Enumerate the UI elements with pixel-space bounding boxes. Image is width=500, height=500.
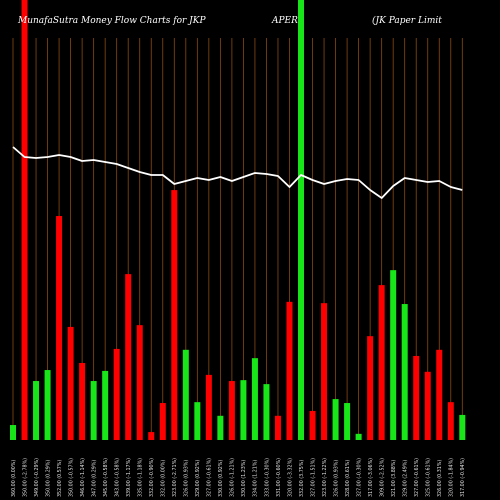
money-flow-bar-green [459,414,466,440]
x-tick-label: 326.00 (-1.21%) [230,458,236,497]
title-part-2: APER [271,16,298,26]
x-tick-label: 320.00 (-3.32%) [287,458,293,497]
x-tick-label: 331.00 (-0.60%) [276,458,282,497]
money-flow-bar-green [263,384,270,440]
money-flow-bar-red [67,326,74,440]
x-tick-label: 326.00 (0.93%) [333,460,339,497]
money-flow-bar-green [10,425,16,440]
x-tick-label: 339.00 (-1.17%) [126,458,132,497]
money-flow-bar-red [436,349,443,440]
x-tick-label: 326.00 (0.31%) [437,460,443,497]
money-flow-bar-green [217,415,224,440]
money-flow-bar-green [44,370,51,440]
x-tick-label: 350.00 (0.29%) [45,460,51,497]
money-flow-bar-red [148,432,155,440]
x-tick-label: 350.00 (-0.57%) [68,458,74,497]
money-flow-bar-red [367,336,374,440]
money-flow-bars [10,0,466,440]
x-tick-label: 329.00 (0.92%) [195,460,201,497]
money-flow-bar-red [447,402,454,440]
money-flow-bar-green [102,370,109,440]
money-flow-bar-green [90,381,97,440]
money-flow-bar-red [228,381,235,440]
x-tick-label: 326.00 (0.93%) [184,460,190,497]
money-flow-bar-green [240,380,247,440]
money-flow-bar-red [79,363,86,440]
x-tick-label: 335.00 (-1.18%) [138,458,144,497]
title-part-3: (JK Paper Limit [372,15,442,26]
money-flow-bar-red [159,403,166,440]
money-flow-bar-green [298,0,305,440]
x-tick-label: 334.00 (1.21%) [253,460,259,497]
x-tick-label: 317.00 (-0.94%) [460,458,466,497]
title-part-1: MunafaSutra Money Flow Charts for JKP [17,16,206,26]
money-flow-bar-red [413,355,420,440]
x-tick-label: 360.00 (0.00%) [11,460,17,497]
x-tick-label: 325.00 (-0.61%) [426,458,432,497]
money-flow-bar-red [321,303,328,440]
money-flow-bar-red [274,415,281,440]
money-flow-bar-red [205,374,212,440]
money-flow-bar-red [136,325,143,440]
x-tick-label: 330.00 (0.92%) [218,460,224,497]
x-tick-label: 343.00 (-0.58%) [114,458,120,497]
money-flow-bar-green [33,381,40,440]
x-tick-label: 309.00 (-2.52%) [379,458,385,497]
x-tick-label: 352.00 (0.57%) [57,460,63,497]
money-flow-bar-green [344,403,351,440]
money-flow-bar-green [182,349,189,440]
money-flow-bar-red [125,274,132,440]
price-line-layer [12,146,463,199]
money-flow-bar-green [401,304,408,440]
x-tick-label: 323.00 (-2.71%) [172,458,178,497]
money-flow-bar-green [251,358,258,440]
x-tick-label: 330.00 (1.23%) [241,460,247,497]
chart-title: MunafaSutra Money Flow Charts for JKP AP… [17,15,442,26]
x-tick-label: 345.00 (-0.58%) [103,458,109,497]
x-tick-label: 332.00 (3.75%) [299,460,305,497]
x-tick-label: 317.00 (-3.06%) [368,458,374,497]
money-flow-bar-red [113,348,120,440]
x-tick-label: 327.00 (-1.51%) [310,458,316,497]
money-flow-bar-red [56,216,63,440]
x-tick-label: 333.00 (-0.30%) [264,458,270,497]
x-tick-label: 327.00 (-0.61%) [414,458,420,497]
money-flow-bar-red [309,410,316,440]
x-tick-label: 347.00 (0.29%) [91,460,97,497]
money-flow-bar-red [378,285,385,440]
money-flow-bar-red [21,0,28,440]
x-tick-label: 320.00 (-1.84%) [449,458,455,497]
x-tick-label: 332.00 (-0.90%) [149,458,155,497]
money-flow-bar-green [332,399,339,440]
price-line [12,146,463,199]
money-flow-bar-green [355,433,362,440]
x-tick-label: 327.00 (-0.30%) [356,458,362,497]
x-tick-labels: 360.00 (0.00%) 350.00 (-2.78%) 349.00 (-0.… [11,458,466,497]
money-flow-bar-red [286,301,293,440]
x-tick-label: 329.00 (2.49%) [402,460,408,497]
x-tick-label: 346.00 (-1.14%) [80,458,86,497]
x-tick-label: 328.00 (0.61%) [345,460,351,497]
x-tick-label: 327.00 (-0.61%) [207,458,213,497]
money-flow-bar-green [390,270,397,440]
x-tick-label: 332.00 (0.00%) [161,460,167,497]
money-flow-bar-red [424,371,431,440]
x-tick-label: 323.00 (-1.22%) [322,458,328,497]
x-tick-label: 350.00 (-2.78%) [22,458,28,497]
x-tick-label: 321.00 (3.88%) [391,460,397,497]
x-tick-label: 349.00 (-0.29%) [34,458,40,497]
money-flow-bar-red [171,190,178,440]
money-flow-bar-green [194,402,201,440]
